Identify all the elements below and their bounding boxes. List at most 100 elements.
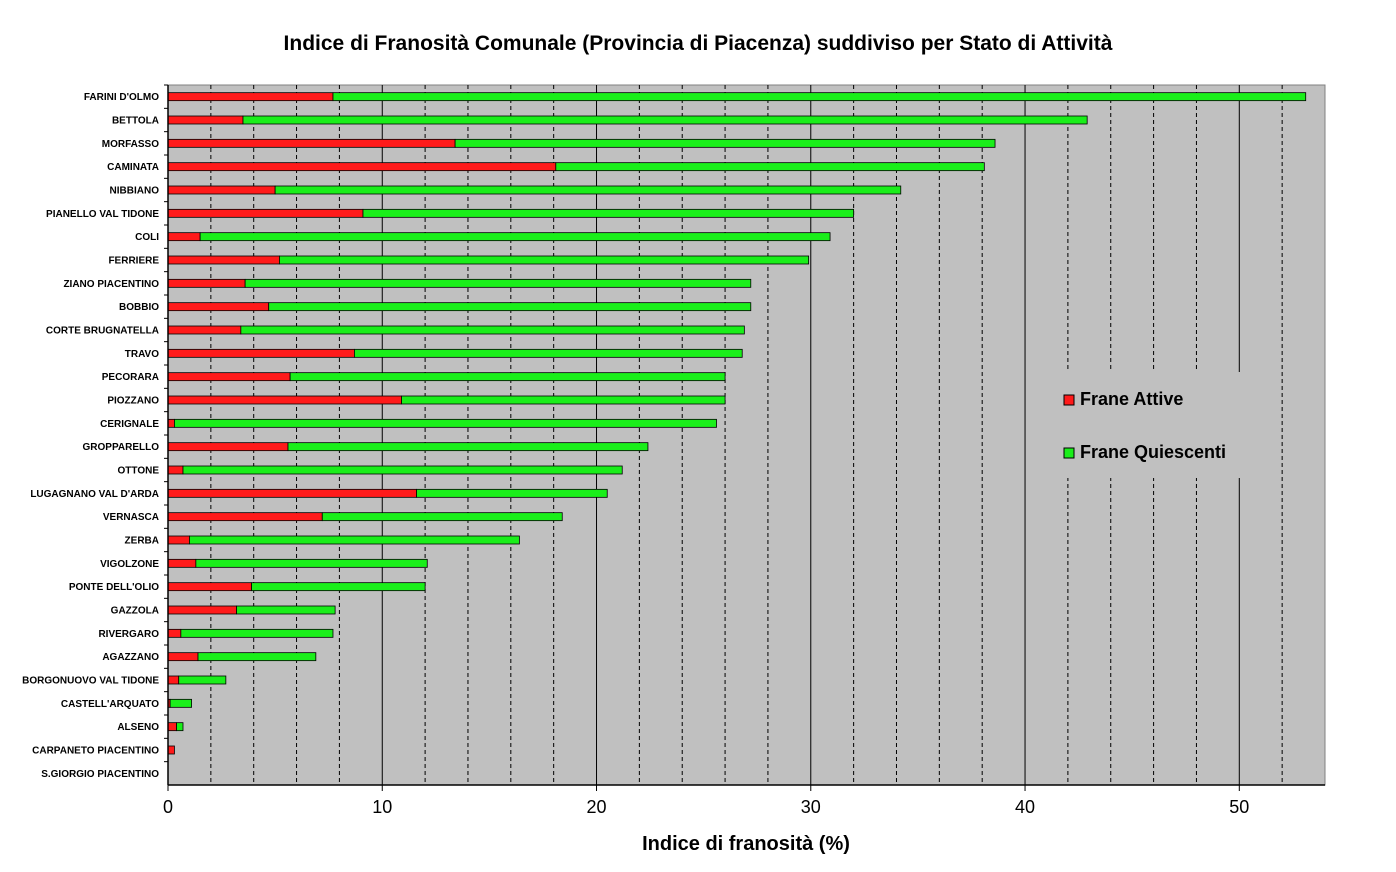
- bar-frane-quiescenti: [354, 348, 743, 358]
- bar-frane-quiescenti: [189, 535, 520, 545]
- bar-frane-attive: [167, 675, 180, 685]
- bar-frane-quiescenti: [169, 698, 192, 708]
- bar-frane-attive: [167, 232, 201, 242]
- category-label: BOBBIO: [119, 302, 159, 313]
- bar-frane-attive: [167, 582, 252, 592]
- chart-title: Indice di Franosità Comunale (Provincia …: [284, 32, 1113, 55]
- category-label: GAZZOLA: [111, 606, 159, 617]
- bar-frane-attive: [167, 488, 417, 498]
- bar-frane-quiescenti: [236, 605, 336, 615]
- bar-frane-quiescenti: [332, 92, 1307, 102]
- category-label: CERIGNALE: [100, 419, 159, 430]
- category-label: VIGOLZONE: [100, 559, 159, 570]
- bar-frane-attive: [167, 628, 182, 638]
- category-label: FARINI D'OLMO: [84, 92, 159, 103]
- bar-frane-quiescenti: [274, 185, 902, 195]
- bar-frane-attive: [167, 348, 355, 358]
- x-tick-label: 40: [1015, 797, 1035, 817]
- category-label: CAMINATA: [107, 162, 159, 173]
- category-label: ALSENO: [117, 722, 159, 733]
- category-label: OTTONE: [118, 466, 160, 477]
- bar-frane-quiescenti: [244, 278, 752, 288]
- x-tick-label: 30: [801, 797, 821, 817]
- bar-frane-attive: [167, 605, 237, 615]
- category-labels: FARINI D'OLMO BETTOLA MORFASSO CAMINATA NIBB…: [22, 84, 168, 780]
- bar-frane-quiescenti: [242, 115, 1088, 125]
- category-label: NIBBIANO: [110, 186, 160, 197]
- bar-frane-quiescenti: [197, 652, 317, 662]
- category-label: CORTE BRUGNATELLA: [46, 326, 159, 337]
- bar-frane-attive: [167, 185, 276, 195]
- category-label: FERRIERE: [108, 256, 159, 267]
- category-label: PONTE DELL'OLIO: [69, 582, 159, 593]
- category-label: BORGONUOVO VAL TIDONE: [22, 676, 159, 687]
- bar-frane-quiescenti: [555, 162, 985, 172]
- bar-frane-quiescenti: [174, 418, 717, 428]
- bar-frane-attive: [167, 278, 246, 288]
- bar-frane-quiescenti: [401, 395, 726, 405]
- bar-frane-quiescenti: [416, 488, 608, 498]
- bar-frane-attive: [167, 92, 334, 102]
- x-tick-label: 20: [587, 797, 607, 817]
- category-label: PIANELLO VAL TIDONE: [46, 209, 159, 220]
- category-label: ZERBA: [125, 536, 159, 547]
- bar-frane-attive: [167, 512, 323, 522]
- bar-frane-quiescenti: [176, 722, 184, 732]
- bar-frane-quiescenti: [195, 558, 428, 568]
- legend-label-quiescent: Frane Quiescenti: [1080, 442, 1226, 462]
- bar-frane-quiescenti: [279, 255, 810, 265]
- bar-frane-attive: [167, 558, 197, 568]
- category-label: COLI: [135, 232, 159, 243]
- category-label: TRAVO: [125, 349, 159, 360]
- bar-frane-attive: [167, 138, 456, 148]
- bar-frane-quiescenti: [240, 325, 745, 335]
- bar-frane-quiescenti: [454, 138, 996, 148]
- bar-frane-attive: [167, 722, 177, 732]
- bar-frane-attive: [167, 162, 557, 172]
- category-label: VERNASCA: [103, 512, 159, 523]
- legend-label-active: Frane Attive: [1080, 389, 1183, 409]
- bar-frane-quiescenti: [321, 512, 563, 522]
- legend-box: [1050, 372, 1240, 478]
- x-axis-label: Indice di franosità (%): [642, 833, 850, 855]
- grid-layer: [210, 85, 1283, 785]
- x-tick-label: 50: [1229, 797, 1249, 817]
- x-tick-label: 10: [372, 797, 392, 817]
- bar-frane-attive: [167, 395, 402, 405]
- legend: Frane Attive Frane Quiescenti: [1050, 372, 1240, 478]
- category-label: PIOZZANO: [107, 396, 159, 407]
- x-axis: 0 10 20 30 40 50: [163, 85, 1325, 817]
- category-label: MORFASSO: [102, 139, 159, 150]
- bar-frane-quiescenti: [287, 442, 649, 452]
- category-label: CASTELL'ARQUATO: [61, 699, 159, 710]
- bar-frane-quiescenti: [178, 675, 227, 685]
- bar-frane-attive: [167, 535, 190, 545]
- bar-frane-quiescenti: [180, 628, 334, 638]
- bar-frane-quiescenti: [251, 582, 426, 592]
- bars-layer: [167, 92, 1307, 755]
- bar-frane-quiescenti: [362, 208, 855, 218]
- category-label: ZIANO PIACENTINO: [63, 279, 159, 290]
- bar-frane-attive: [167, 325, 242, 335]
- category-label: RIVERGARO: [98, 629, 159, 640]
- category-label: GROPPARELLO: [83, 442, 160, 453]
- bar-frane-quiescenti: [199, 232, 831, 242]
- bar-frane-attive: [167, 442, 289, 452]
- bar-frane-quiescenti: [268, 302, 752, 312]
- bar-frane-attive: [167, 115, 244, 125]
- bar-frane-attive: [167, 302, 270, 312]
- x-tick-label: 0: [163, 797, 173, 817]
- category-label: S.GIORGIO PIACENTINO: [41, 769, 159, 780]
- category-label: AGAZZANO: [102, 652, 159, 663]
- bar-frane-quiescenti: [289, 372, 726, 382]
- legend-swatch-quiescent: [1063, 447, 1075, 459]
- bar-frane-attive: [167, 208, 364, 218]
- bar-frane-attive: [167, 255, 280, 265]
- bar-frane-attive: [167, 652, 199, 662]
- bar-frane-attive: [167, 745, 175, 755]
- category-label: CARPANETO PIACENTINO: [32, 746, 159, 757]
- legend-swatch-active: [1063, 394, 1075, 406]
- category-label: BETTOLA: [112, 116, 159, 127]
- bar-frane-attive: [167, 465, 184, 475]
